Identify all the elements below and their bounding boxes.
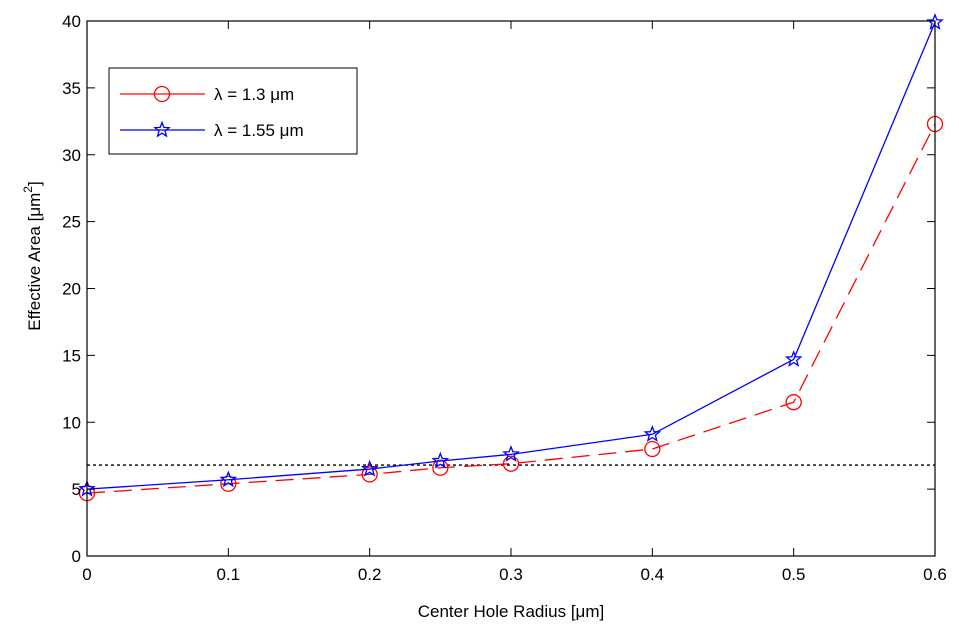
- x-axis-label: Center Hole Radius [μm]: [418, 602, 604, 621]
- series-1-line: [86, 123, 936, 494]
- series-1-point: [220, 475, 237, 492]
- y-tick-label: 15: [62, 346, 81, 365]
- y-axis-label-superscript: 2: [21, 186, 35, 193]
- x-tick-label: 0.5: [782, 565, 806, 584]
- series-2-point: [784, 350, 803, 367]
- legend-label-series-2: λ = 1.55 μm: [214, 121, 304, 140]
- series-2-point: [502, 445, 520, 462]
- y-axis-ticks: 0 5 10 15 20 25 30 35 40: [62, 12, 935, 566]
- y-tick-label: 10: [62, 413, 81, 432]
- legend-marker-series-1: [153, 85, 171, 103]
- legend-label-series-1: λ = 1.3 μm: [214, 85, 294, 104]
- y-tick-label: 35: [62, 79, 81, 98]
- series-1-point: [432, 459, 449, 476]
- series-2-point: [643, 424, 662, 442]
- series-2: [78, 13, 944, 497]
- x-tick-label: 0.6: [923, 565, 947, 584]
- series-2-point: [360, 459, 379, 477]
- x-axis-ticks: 0 0.1 0.2 0.3 0.4 0.5 0.6: [82, 21, 947, 584]
- series-1-point: [361, 466, 378, 483]
- series-1-point: [785, 394, 802, 411]
- series-1-point: [644, 440, 661, 458]
- y-tick-label: 0: [72, 547, 81, 566]
- y-tick-label: 40: [62, 12, 81, 31]
- legend-marker-series-2: [153, 120, 171, 138]
- x-tick-label: 0.1: [217, 565, 241, 584]
- series-2-line: [86, 22, 936, 490]
- x-tick-label: 0.3: [499, 565, 523, 584]
- y-tick-label: 25: [62, 213, 81, 232]
- x-tick-label: 0.4: [641, 565, 665, 584]
- series-2-point: [431, 451, 450, 469]
- y-tick-label: 30: [62, 146, 81, 165]
- series-1-point: [502, 455, 520, 472]
- legend: λ = 1.3 μm λ = 1.55 μm: [108, 67, 358, 155]
- legend-box: [108, 67, 358, 155]
- y-tick-label: 20: [62, 280, 81, 299]
- y-tick-label: 5: [72, 480, 81, 499]
- x-tick-label: 0.2: [358, 565, 382, 584]
- y-axis-label-end: ]: [25, 181, 44, 186]
- y-axis-label: Effective Area [μm2]: [21, 181, 44, 330]
- x-tick-label: 0: [82, 565, 91, 584]
- series-2-point: [219, 470, 238, 488]
- y-axis-label-main: Effective Area [μm: [25, 193, 44, 331]
